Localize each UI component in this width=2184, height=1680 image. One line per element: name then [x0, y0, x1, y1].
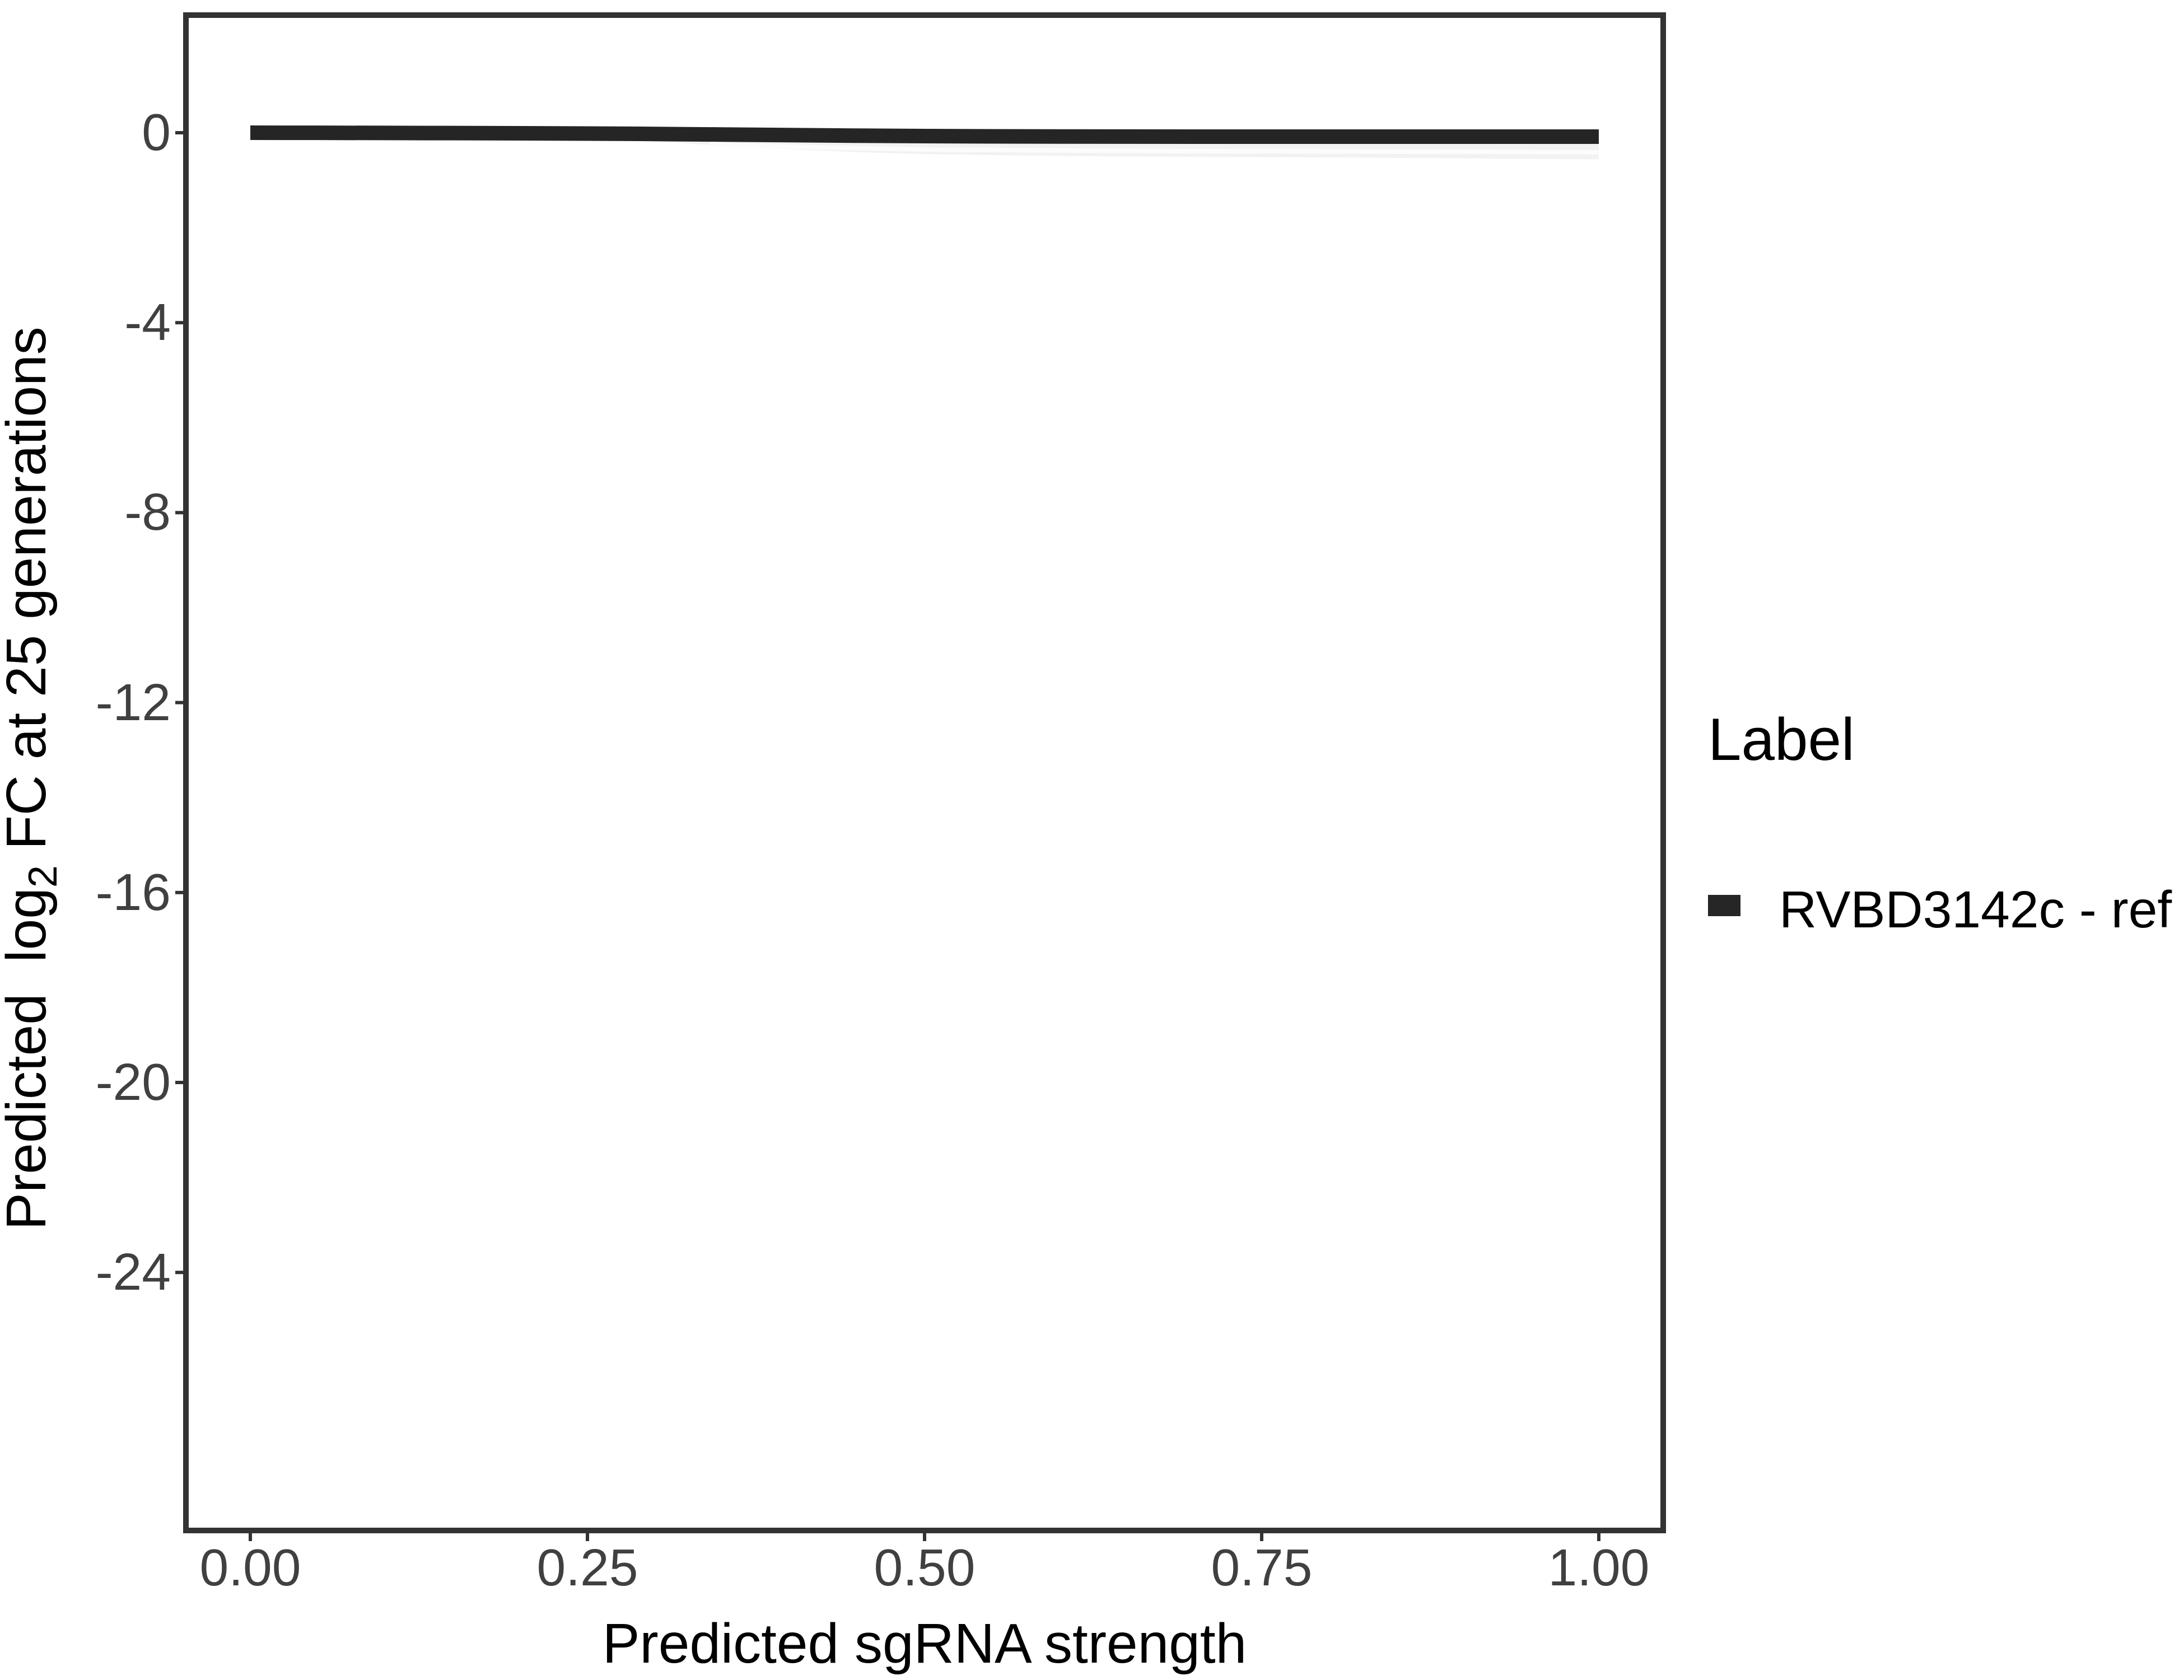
x-axis-title: Predicted sgRNA strength [602, 1612, 1247, 1675]
y-axis-title-prefix: Predicted log [0, 888, 58, 1230]
x-tick-label: 0.50 [874, 1538, 976, 1597]
ribbon-gap-streak [708, 142, 1599, 155]
smooth-line [250, 125, 1599, 144]
y-tick-label: -24 [95, 1243, 171, 1301]
legend-entry-label: RVBD3142c - ref [1779, 880, 2172, 939]
y-axis-title-suffix: FC at 25 generations [0, 326, 58, 866]
x-tick-label: 0.25 [536, 1538, 638, 1597]
y-tick-label: -16 [95, 862, 171, 921]
y-tick-label: -20 [95, 1053, 171, 1111]
y-tick-label: -12 [95, 673, 171, 731]
legend-title: Label [1708, 706, 1855, 773]
y-axis-title: Predicted log2 FC at 25 generations [0, 326, 72, 1230]
y-tick-label: 0 [142, 103, 171, 161]
x-tick-label: 1.00 [1548, 1538, 1650, 1597]
legend-key-line-swatch [1708, 895, 1740, 916]
y-tick-label: -4 [124, 293, 171, 352]
y-tick-label: -8 [124, 483, 171, 542]
x-tick-label: 0.00 [199, 1538, 301, 1597]
panel-border [183, 12, 1666, 1533]
x-tick-label: 0.75 [1211, 1538, 1313, 1597]
y-axis-title-subscript: 2 [21, 865, 66, 888]
